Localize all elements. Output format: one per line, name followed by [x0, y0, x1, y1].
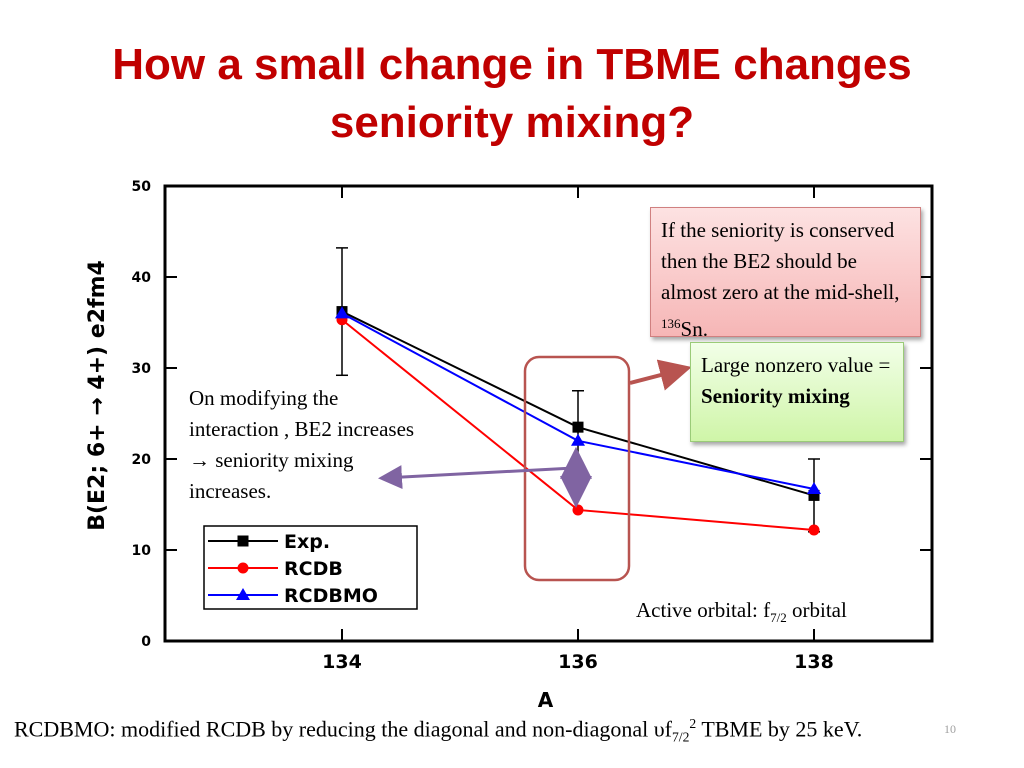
footer-sub: 7/2 [671, 729, 690, 745]
x-tick-label: 134 [322, 651, 362, 673]
active-orbital-prefix: Active orbital: f [636, 598, 771, 622]
legend-label: RCDBMO [284, 585, 378, 607]
data-point-triangle [335, 306, 349, 319]
callout-element: Sn. [680, 317, 708, 341]
page-number: 10 [944, 722, 956, 736]
data-point-square [808, 489, 820, 501]
footer-prefix: RCDBMO: modified RCDB by reducing the di… [14, 716, 672, 742]
x-tick-label: 136 [558, 651, 598, 673]
active-orbital-suffix: orbital [786, 598, 847, 622]
legend-marker-circle [237, 562, 249, 574]
slide-title: How a small change in TBME changes senio… [0, 36, 1024, 152]
y-tick-label: 30 [132, 361, 152, 377]
slide-title-line2: seniority mixing? [329, 98, 695, 147]
plot-frame [163, 184, 934, 643]
y-tick-label: 10 [132, 543, 152, 559]
note-arrow [378, 465, 575, 490]
callout-mass-number: 136 [661, 316, 681, 331]
data-point-triangle [807, 482, 821, 495]
y-tick-label: 0 [141, 634, 151, 650]
footer-sup: 2 [689, 716, 697, 731]
y-tick-label: 50 [132, 179, 152, 195]
x-tick-label: 138 [794, 651, 834, 673]
seniority-conserved-callout: If the seniority is conserved then the B… [650, 207, 921, 341]
active-orbital-sub: 7/2 [770, 610, 787, 626]
callout-arrow [629, 359, 692, 391]
legend-marker-square [237, 535, 249, 547]
mixing-text: Large nonzero value = [701, 353, 891, 377]
data-point-square [572, 421, 584, 433]
y-tick-label: 40 [132, 270, 152, 286]
legend-label: RCDB [284, 558, 343, 580]
data-point-circle [572, 504, 584, 516]
data-point-circle [808, 524, 820, 536]
slide-title-line1: How a small change in TBME changes [112, 40, 912, 89]
footer-note: RCDBMO: modified RCDB by reducing the di… [14, 716, 862, 746]
interaction-note: On modifying the interaction , BE2 incre… [189, 386, 415, 503]
footer-suffix: TBME by 25 keV. [696, 716, 863, 742]
data-point-triangle [571, 433, 585, 446]
highlight-box [523, 355, 631, 582]
y-axis-label: B(E2; 6+ → 4+) e2fm4 [85, 260, 110, 531]
callout-text: If the seniority is conserved then the B… [661, 218, 900, 304]
legend-label: Exp. [284, 531, 330, 553]
legend-marker-triangle [236, 588, 250, 600]
active-orbital-label: Active orbital: f7/2 orbital [636, 598, 847, 626]
mixing-bold-text: Seniority mixing [701, 384, 850, 408]
seniority-mixing-callout: Large nonzero value = Seniority mixing [690, 342, 904, 442]
y-tick-label: 20 [132, 452, 152, 468]
x-axis-label: A [538, 688, 554, 712]
